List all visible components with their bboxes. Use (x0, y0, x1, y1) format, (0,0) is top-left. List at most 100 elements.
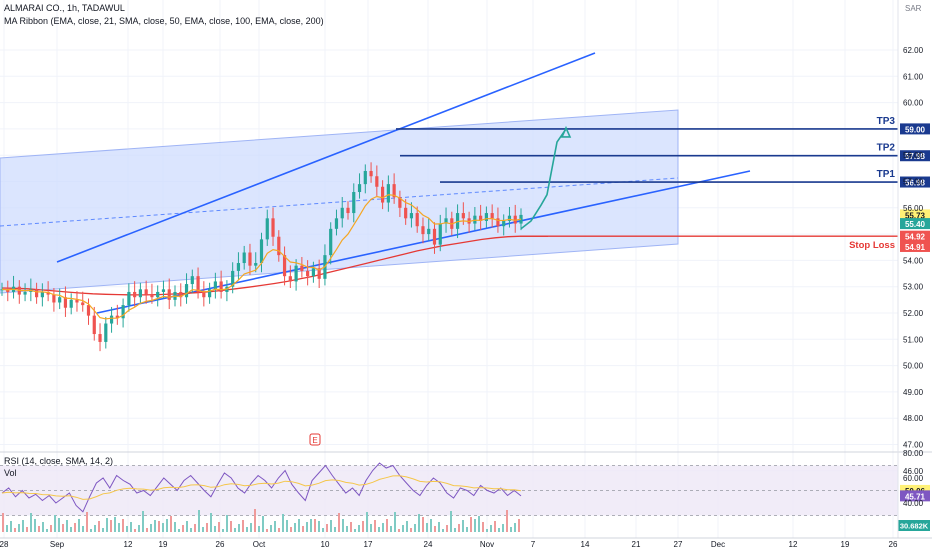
candle-body (63, 297, 68, 308)
volume-bar (438, 522, 440, 532)
candle-body (121, 305, 125, 319)
time-tick-label: 26 (216, 540, 225, 549)
volume-bar (482, 522, 484, 532)
candle-body (421, 226, 425, 235)
volume-bar (146, 528, 148, 532)
ema-21-line (1, 194, 522, 320)
volume-bar (350, 522, 352, 532)
candle-body (455, 213, 460, 229)
vol-badge (898, 520, 930, 531)
vol-badge-text: 30.682K (900, 522, 929, 531)
volume-bar (306, 522, 308, 532)
price-tick-label: 49.00 (903, 388, 924, 397)
candle-body (69, 299, 73, 308)
volume-bar (394, 512, 396, 532)
volume-bar (82, 526, 84, 532)
time-tick-label: 7 (531, 540, 536, 549)
time-tick-label: 12 (124, 540, 133, 549)
candle-body (167, 289, 171, 300)
rsi-badge (900, 490, 930, 502)
volume-bar (290, 527, 292, 532)
candle-body (340, 207, 344, 219)
volume-bar (46, 529, 48, 532)
candle-body (381, 186, 385, 203)
volume-bar (42, 522, 44, 532)
volume-bar (442, 529, 444, 532)
candle-body (6, 289, 10, 292)
rsi-tick-label: 60.00 (903, 474, 924, 483)
time-axis[interactable]: 28 Sep 12 19 26 Oct 10 17 24 Nov 7 14 21 27 Dec 12 19 26 (0, 537, 932, 549)
candle-body (81, 302, 85, 306)
volume-bar (466, 527, 468, 532)
price-tick-label: 50.00 (903, 362, 924, 371)
volume-bar (230, 521, 232, 532)
price-badge-text: 54.92 (905, 233, 926, 242)
price-badge-text: 55.40 (905, 220, 926, 229)
volume-bar (374, 520, 376, 532)
volume-bar (94, 525, 96, 532)
candle-body (104, 323, 108, 342)
candle-body (161, 289, 166, 292)
price-badge-text: 54.91 (905, 243, 926, 252)
time-tick-label: 10 (321, 540, 330, 549)
time-tick-label: Dec (711, 540, 725, 549)
time-tick-label: 14 (581, 540, 590, 549)
earnings-event-icon[interactable]: E (309, 433, 321, 446)
volume-bar (18, 524, 20, 532)
candle-body (346, 207, 350, 214)
level-badge-tp2 (900, 150, 930, 162)
volume-bar (434, 526, 436, 532)
indicator-legend: MA Ribbon (EMA, close, 21, SMA, close, 5… (4, 16, 324, 26)
volume-bar (426, 523, 428, 532)
volume-bar (398, 529, 400, 532)
candle-body (52, 294, 56, 303)
volume-bar (518, 519, 520, 532)
candle-body (306, 270, 310, 277)
volume-bar (330, 520, 332, 532)
volume-bar (422, 517, 424, 532)
volume-bar (138, 525, 140, 532)
volume-bar (242, 520, 244, 532)
candle-body (242, 252, 246, 264)
volume-bar (286, 520, 288, 532)
volume-bar (122, 519, 124, 532)
volume-bar (294, 523, 296, 532)
candle-body (479, 215, 483, 221)
volume-bar (514, 523, 516, 532)
volume-bar (446, 525, 448, 532)
rsi-badge-text: 45.71 (905, 492, 926, 501)
price-tick-label: 56.00 (903, 204, 924, 213)
volume-bar (238, 524, 240, 532)
price-badge (900, 240, 930, 252)
volume-bar (194, 524, 196, 532)
event-letter: E (312, 436, 317, 445)
volume-bar (270, 525, 272, 532)
volume-bar (494, 521, 496, 532)
volume-bar (30, 513, 32, 532)
volume-bar (370, 524, 372, 532)
candle-body (375, 176, 379, 187)
channel-midline (0, 177, 679, 227)
level-badge-text: 57.98 (905, 152, 926, 161)
candle-body (404, 207, 408, 219)
volume-bar (502, 524, 504, 532)
candle-body (179, 291, 183, 298)
candle-body (92, 315, 96, 335)
candle-body (502, 220, 506, 227)
trendlines (56, 52, 751, 314)
candle-body (357, 184, 362, 193)
volume-bar (262, 516, 264, 532)
candle-body (133, 291, 137, 298)
volume-bar (62, 524, 64, 532)
candle-body (35, 289, 39, 298)
volume-bar (366, 512, 368, 532)
price-tick-label: 62.00 (903, 46, 924, 55)
volume-bar (106, 518, 108, 532)
price-tick-label: 46.00 (903, 467, 924, 476)
rsi-panel (0, 451, 932, 532)
volume-bar (310, 519, 312, 532)
volume-bar (190, 528, 192, 532)
volume-bar (298, 519, 300, 532)
